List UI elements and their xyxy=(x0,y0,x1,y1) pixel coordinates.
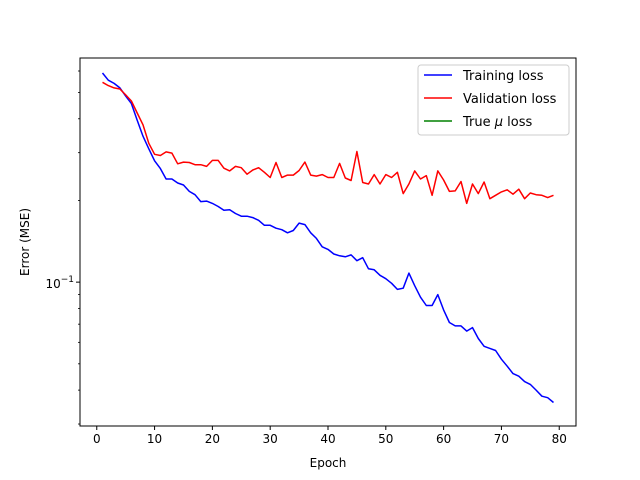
x-tick-label: 30 xyxy=(263,432,278,446)
y-major-tick-label: 10−1 xyxy=(45,275,74,291)
x-tick-label: 20 xyxy=(205,432,220,446)
x-tick-label: 10 xyxy=(147,432,162,446)
series-layer xyxy=(101,72,554,404)
legend-true-mu-label: True μ loss xyxy=(462,115,533,130)
legend: Training loss Validation loss True μ los… xyxy=(417,64,570,136)
x-tick-label: 0 xyxy=(93,432,101,446)
legend-box xyxy=(417,64,570,136)
validation-loss-line xyxy=(102,81,554,205)
x-tick-label: 60 xyxy=(436,432,451,446)
y-axis-label: Error (MSE) xyxy=(18,208,32,276)
training-loss-line xyxy=(101,72,554,404)
x-axis-label: Epoch xyxy=(310,456,347,470)
y-axis: 10−1 xyxy=(45,70,80,425)
x-tick-label: 80 xyxy=(552,432,567,446)
x-tick-label: 50 xyxy=(378,432,393,446)
legend-training-label: Training loss xyxy=(462,69,544,84)
x-tick-label: 70 xyxy=(494,432,509,446)
x-tick-label: 40 xyxy=(320,432,335,446)
x-axis: 0 10 20 30 40 50 60 70 80 xyxy=(93,426,567,446)
legend-validation-label: Validation loss xyxy=(463,92,557,107)
